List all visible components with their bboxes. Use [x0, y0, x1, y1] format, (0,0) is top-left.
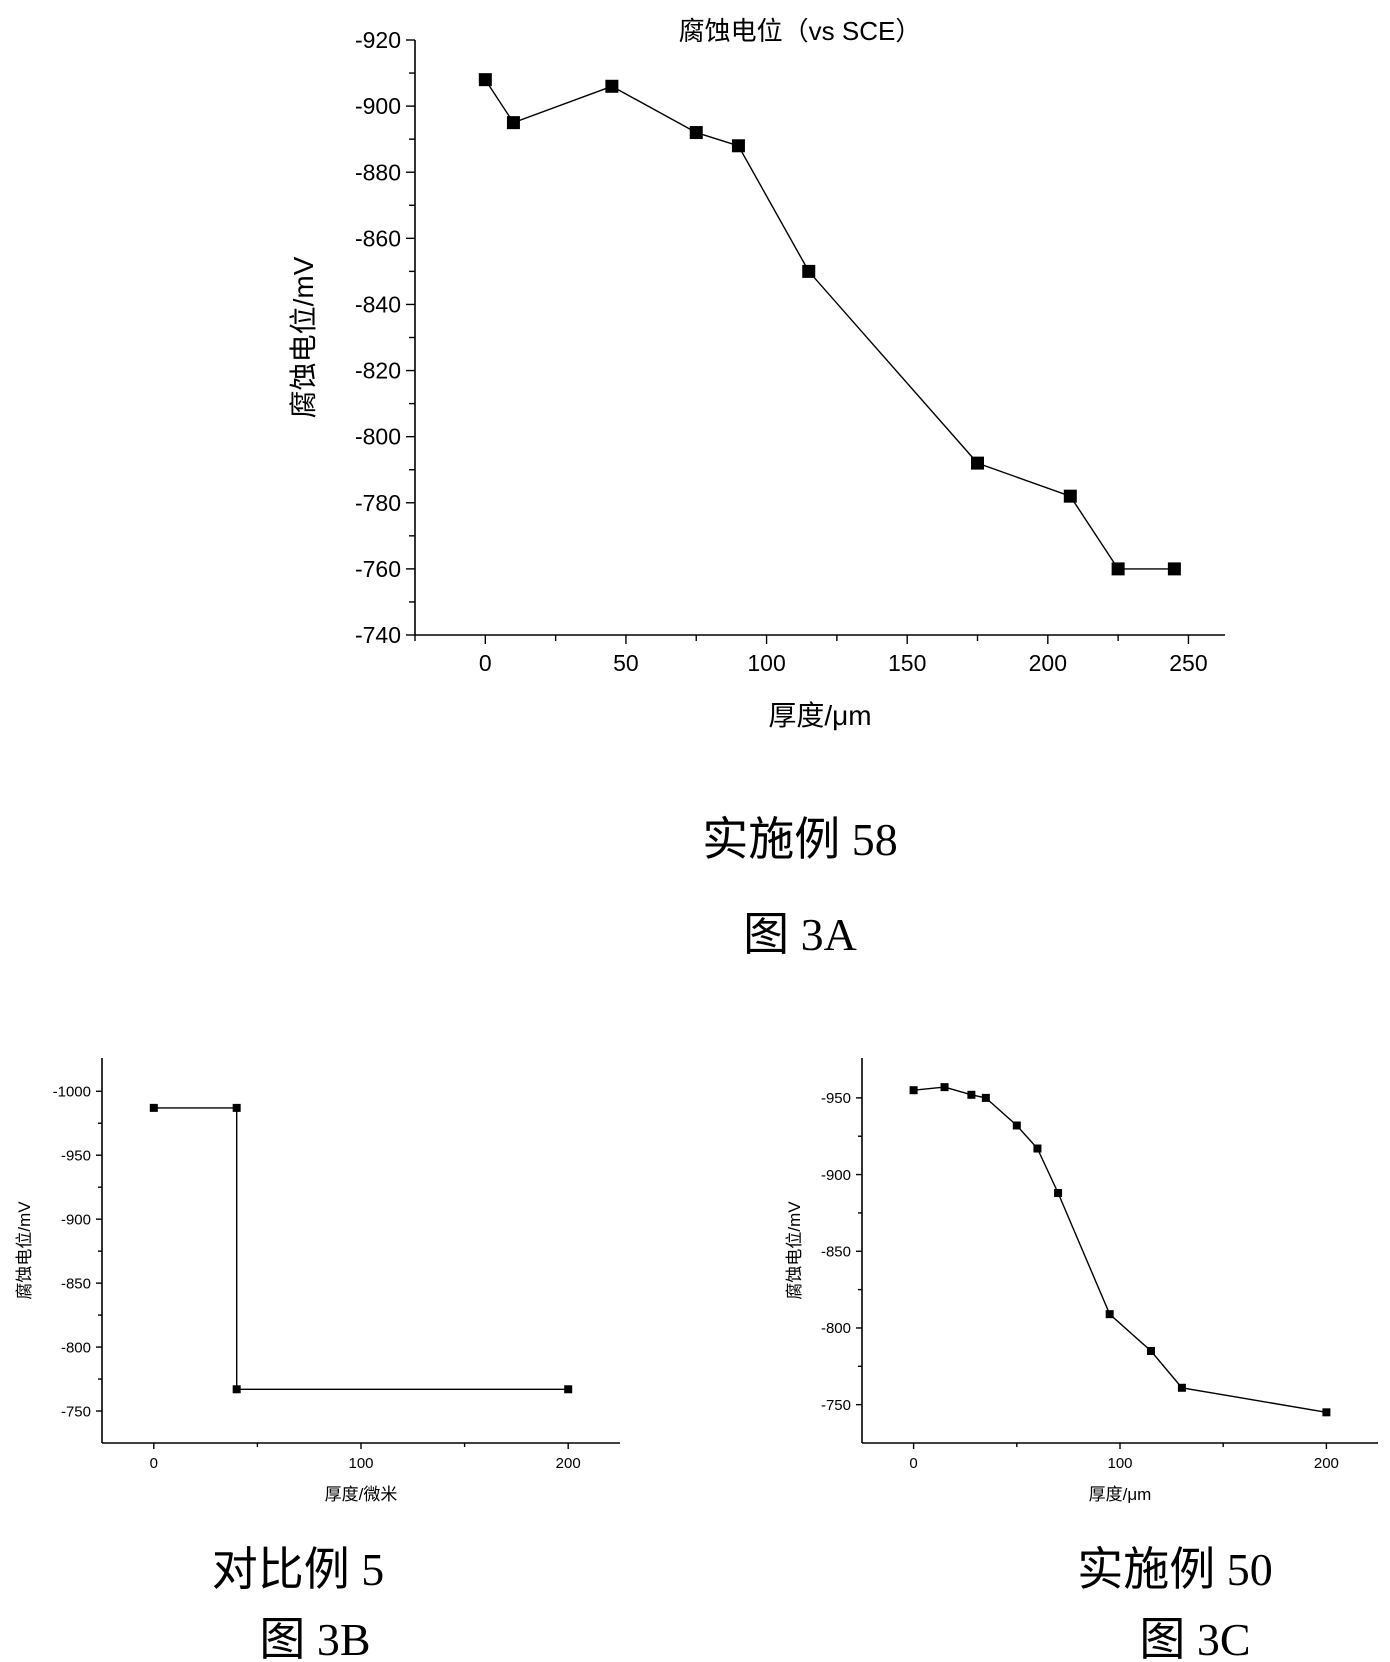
figure-caption: 图 3B: [259, 1614, 370, 1662]
x-tick-label: 200: [556, 1455, 581, 1472]
figure-caption: 实施例 58: [702, 814, 898, 865]
x-axis-label: 厚度/微米: [325, 1485, 398, 1504]
y-tick-label: -800: [355, 424, 401, 450]
x-tick-label: 50: [613, 650, 639, 676]
chart-C: -950 -900 -850 -800 -750 0 100 200 厚度/μm 腐蚀电位/mV 实…: [785, 1058, 1378, 1662]
x-tick-label: 0: [150, 1455, 158, 1472]
x-tick-label: 100: [747, 650, 785, 676]
data-point: [232, 1103, 241, 1112]
data-point: [802, 264, 816, 278]
y-tick-label: -950: [61, 1147, 91, 1164]
x-tick-label: 150: [888, 650, 926, 676]
y-tick-label: -900: [821, 1167, 851, 1184]
y-tick-label: -780: [355, 490, 401, 516]
y-tick-label: -820: [355, 358, 401, 384]
chart-A: -920 -900 -880 -860 -840 -820 -800 -780 -760 -740…: [288, 16, 1225, 960]
chart-title: 腐蚀电位（vs SCE）: [679, 16, 922, 46]
chart-B: -1000 -950 -900 -850 -800 -750 0 100 200 厚度/微米 腐蚀电…: [15, 1058, 620, 1662]
y-tick-label: -950: [821, 1090, 851, 1107]
data-point: [967, 1090, 976, 1099]
x-tick-label: 100: [348, 1455, 373, 1472]
data-point: [1167, 562, 1181, 576]
data-point: [909, 1086, 918, 1095]
y-axis-label: 腐蚀电位/mV: [288, 256, 319, 418]
series-line: [153, 1107, 569, 1391]
figure-caption: 图 3A: [743, 909, 857, 960]
y-tick-label: -920: [355, 27, 401, 53]
data-point: [564, 1385, 573, 1394]
y-tick-label: -850: [821, 1244, 851, 1261]
y-tick-label: -850: [61, 1275, 91, 1292]
data-point: [1146, 1346, 1155, 1355]
figure-caption: 图 3C: [1139, 1614, 1250, 1662]
y-axis-label: 腐蚀电位/mV: [785, 1201, 804, 1300]
y-tick-label: -800: [61, 1339, 91, 1356]
data-point: [1063, 489, 1077, 503]
y-tick-label: -860: [355, 225, 401, 251]
y-tick-label: -740: [355, 622, 401, 648]
data-point: [1322, 1408, 1331, 1417]
data-point: [1105, 1310, 1114, 1319]
figure-caption: 对比例 5: [212, 1544, 385, 1595]
data-point: [971, 456, 984, 470]
data-point: [1012, 1121, 1021, 1130]
data-point: [1033, 1144, 1042, 1153]
data-point: [940, 1083, 949, 1092]
x-tick-label: 200: [1029, 650, 1067, 676]
data-point: [981, 1093, 990, 1102]
data-point: [1054, 1188, 1063, 1197]
y-tick-label: -900: [355, 93, 401, 119]
y-tick-label: -750: [61, 1403, 91, 1420]
data-point: [731, 139, 745, 153]
data-point: [1111, 562, 1125, 576]
x-tick-label: 250: [1169, 650, 1207, 676]
x-tick-label: 100: [1107, 1455, 1132, 1472]
data-point: [232, 1385, 241, 1394]
data-point: [1177, 1383, 1186, 1392]
data-point: [605, 79, 619, 93]
y-tick-label: -1000: [53, 1084, 91, 1101]
x-tick-label: 200: [1314, 1455, 1339, 1472]
x-tick-label: 0: [909, 1455, 917, 1472]
x-axis-label: 厚度/μm: [1089, 1485, 1152, 1504]
data-point: [506, 116, 520, 130]
series-line: [484, 79, 1175, 570]
y-tick-label: -840: [355, 291, 401, 317]
y-tick-label: -750: [821, 1397, 851, 1414]
y-tick-label: -900: [61, 1211, 91, 1228]
data-point: [478, 73, 492, 87]
x-tick-label: 0: [479, 650, 492, 676]
y-tick-label: -880: [355, 159, 401, 185]
figure-caption: 实施例 50: [1077, 1544, 1273, 1595]
y-axis-label: 腐蚀电位/mV: [15, 1201, 34, 1300]
y-tick-label: -800: [821, 1320, 851, 1337]
data-point: [689, 126, 703, 140]
data-point: [149, 1103, 158, 1112]
x-axis-label: 厚度/μm: [768, 700, 871, 731]
y-tick-label: -760: [355, 556, 401, 582]
series-line: [913, 1086, 1327, 1413]
